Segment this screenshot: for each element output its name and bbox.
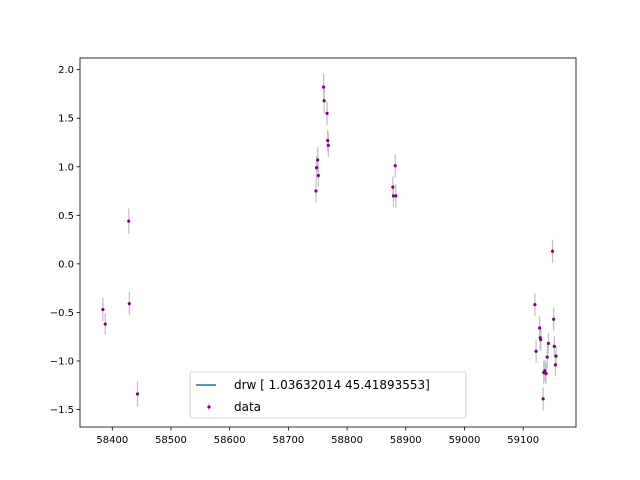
y-tick-label: 2.0 bbox=[58, 65, 74, 76]
data-point bbox=[554, 363, 557, 366]
data-point bbox=[552, 318, 555, 321]
data-point bbox=[534, 350, 537, 353]
data-point bbox=[136, 392, 139, 395]
x-tick-label: 58900 bbox=[390, 435, 422, 446]
data-point bbox=[554, 355, 557, 358]
data-point bbox=[326, 139, 329, 142]
data-point bbox=[394, 164, 397, 167]
data-point bbox=[533, 303, 536, 306]
y-tick-label: 0.5 bbox=[58, 211, 74, 222]
data-point bbox=[315, 166, 318, 169]
y-tick-label: −0.5 bbox=[50, 308, 74, 319]
x-tick-label: 58700 bbox=[272, 435, 304, 446]
data-point bbox=[538, 326, 541, 329]
data-point bbox=[546, 355, 549, 358]
data-point bbox=[542, 397, 545, 400]
y-tick-label: 1.0 bbox=[58, 162, 74, 173]
data-point bbox=[553, 345, 556, 348]
legend-marker-swatch bbox=[207, 405, 210, 408]
data-point bbox=[317, 174, 320, 177]
data-point bbox=[543, 369, 546, 372]
data-point bbox=[327, 144, 330, 147]
data-point bbox=[551, 250, 554, 253]
data-point bbox=[326, 112, 329, 115]
y-tick-label: −1.0 bbox=[50, 356, 74, 367]
data-point bbox=[316, 158, 319, 161]
data-point bbox=[104, 322, 107, 325]
y-tick-label: 0.0 bbox=[58, 259, 74, 270]
data-point bbox=[547, 342, 550, 345]
data-point bbox=[322, 86, 325, 89]
data-point bbox=[128, 302, 131, 305]
data-point bbox=[101, 308, 104, 311]
legend-label-drw: drw [ 1.03632014 45.41893553] bbox=[234, 378, 430, 392]
data-point bbox=[544, 372, 547, 375]
data-point bbox=[127, 220, 130, 223]
data-point bbox=[323, 99, 326, 102]
data-point bbox=[394, 194, 397, 197]
x-tick-label: 58800 bbox=[331, 435, 363, 446]
data-point bbox=[314, 189, 317, 192]
data-point bbox=[391, 186, 394, 189]
x-tick-label: 59100 bbox=[507, 435, 539, 446]
x-tick-label: 58600 bbox=[214, 435, 246, 446]
legend-label-data: data bbox=[234, 400, 261, 414]
x-tick-label: 59000 bbox=[449, 435, 481, 446]
y-tick-label: −1.5 bbox=[50, 405, 74, 416]
data-point bbox=[539, 338, 542, 341]
y-tick-label: 1.5 bbox=[58, 114, 74, 125]
x-tick-label: 58500 bbox=[155, 435, 187, 446]
legend: drw [ 1.03632014 45.41893553] data bbox=[190, 372, 466, 418]
x-tick-label: 58400 bbox=[96, 435, 128, 446]
